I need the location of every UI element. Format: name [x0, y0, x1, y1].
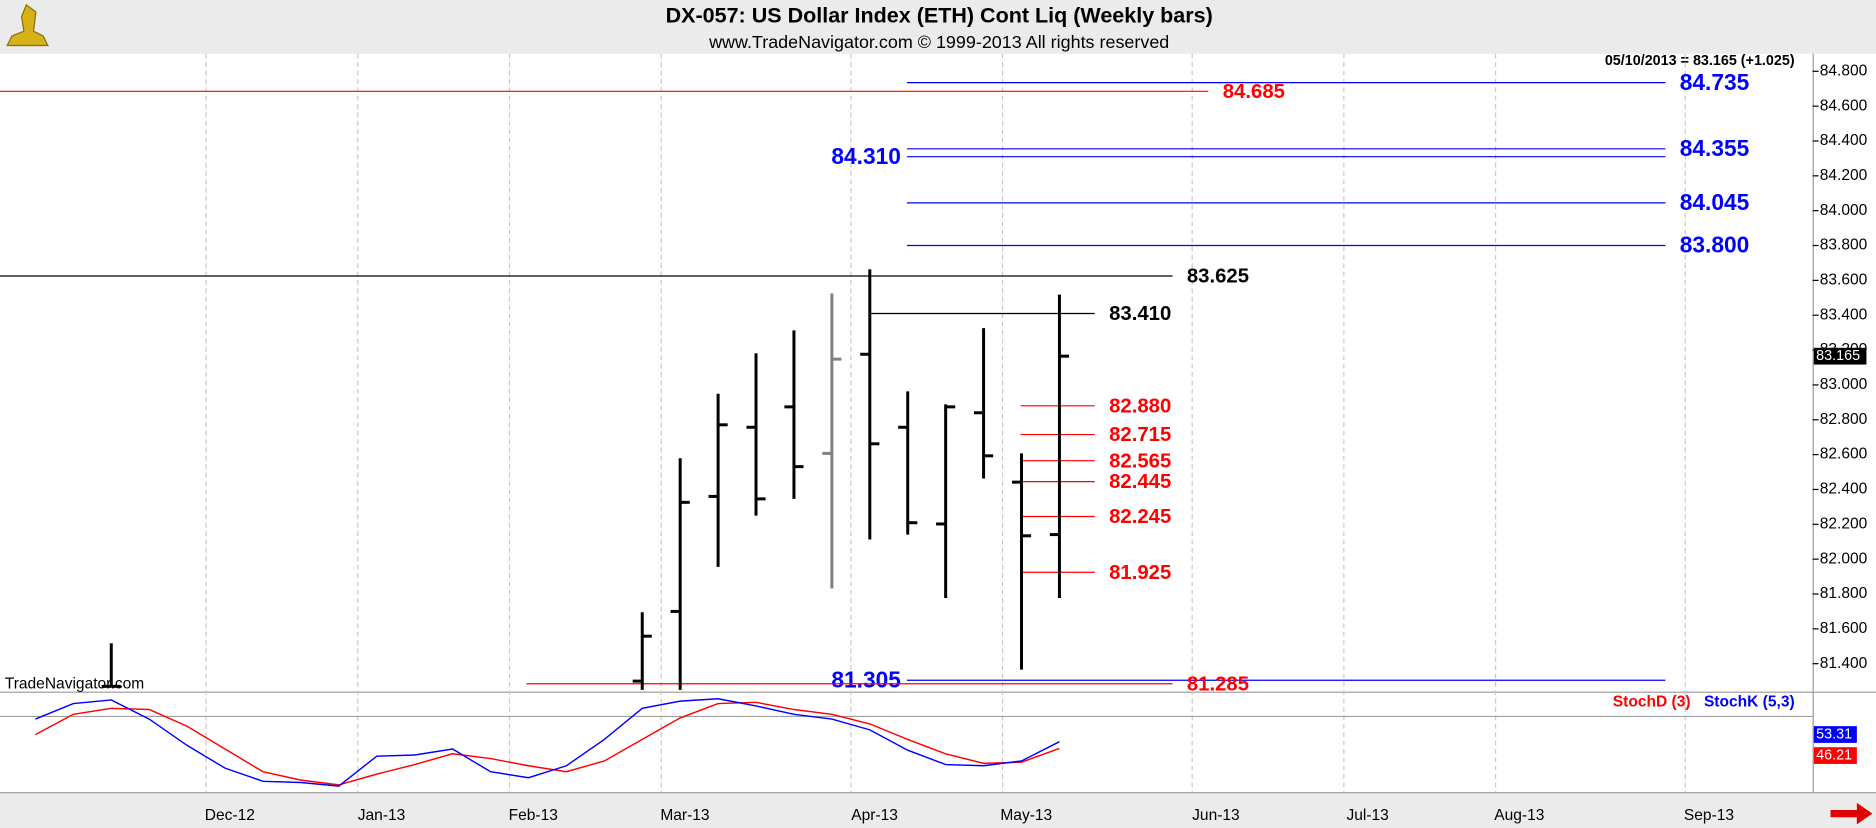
y-tick-label: 83.600	[1820, 271, 1868, 288]
level-label: 84.310	[831, 143, 901, 169]
y-tick-label: 83.000	[1820, 376, 1868, 393]
y-tick-label: 82.600	[1820, 446, 1868, 463]
level-label: 84.685	[1223, 81, 1285, 103]
value-box	[1813, 747, 1857, 764]
level-label: 82.565	[1109, 450, 1171, 472]
y-tick-label: 84.600	[1820, 97, 1868, 114]
x-tick-label: Sep-13	[1684, 807, 1734, 824]
chart-title: DX-057: US Dollar Index (ETH) Cont Liq (…	[666, 3, 1213, 27]
x-tick-label: May-13	[1000, 807, 1052, 824]
logo	[6, 3, 49, 47]
y-tick-label: 82.200	[1820, 515, 1868, 532]
level-label: 84.355	[1680, 135, 1750, 161]
level-label: 82.245	[1109, 506, 1171, 528]
scroll-arrow[interactable]	[1830, 802, 1873, 825]
y-tick-label: 84.200	[1820, 167, 1868, 184]
level-label: 84.735	[1680, 69, 1750, 95]
level-label: 82.445	[1109, 471, 1171, 493]
value-label: 53.31	[1816, 726, 1852, 742]
y-tick-label: 81.600	[1820, 620, 1868, 637]
x-tick-label: Mar-13	[660, 807, 709, 824]
stoch-line	[35, 698, 1060, 787]
last-price-label: 83.165	[1816, 348, 1860, 364]
y-tick-label: 83.800	[1820, 237, 1868, 254]
level-label: 83.410	[1109, 303, 1171, 325]
level-label: 82.880	[1109, 395, 1171, 417]
y-tick-label: 84.400	[1820, 132, 1868, 149]
value-label: 46.21	[1816, 747, 1852, 763]
y-tick-label: 84.800	[1820, 62, 1868, 79]
y-tick-label: 82.000	[1820, 550, 1868, 567]
x-tick-label: Jan-13	[358, 807, 406, 824]
level-label: 83.800	[1680, 232, 1750, 258]
level-label: 84.045	[1680, 189, 1750, 215]
y-tick-label: 83.400	[1820, 306, 1868, 323]
x-tick-label: Jun-13	[1192, 807, 1240, 824]
stoch-line	[35, 701, 1060, 786]
header-note: 05/10/2013 = 83.165 (+1.025)	[1605, 53, 1795, 69]
x-tick-label: Apr-13	[851, 807, 898, 824]
axis-area	[1812, 53, 1876, 793]
chart-subtitle: www.TradeNavigator.com © 1999-2013 All r…	[708, 32, 1169, 52]
y-tick-label: 81.800	[1820, 585, 1868, 602]
value-box	[1813, 726, 1857, 743]
x-tick-label: Aug-13	[1494, 807, 1544, 824]
x-tick-label: Feb-13	[509, 807, 558, 824]
level-label: 81.305	[831, 666, 901, 692]
last-price-box	[1813, 347, 1867, 365]
x-tick-label: Jul-13	[1346, 807, 1388, 824]
level-label: 82.715	[1109, 424, 1171, 446]
y-tick-label: 81.400	[1820, 655, 1868, 672]
x-tick-label: Dec-12	[205, 807, 255, 824]
y-tick-label: 82.800	[1820, 411, 1868, 428]
legend-entry: StochK (5,3)	[1704, 693, 1795, 710]
y-tick-label: 84.000	[1820, 202, 1868, 219]
level-label: 81.285	[1187, 673, 1249, 695]
y-tick-label: 82.400	[1820, 481, 1868, 498]
legend-entry: StochD (3)	[1613, 693, 1691, 710]
level-label: 81.925	[1109, 562, 1171, 584]
level-label: 83.625	[1187, 266, 1249, 288]
watermark: TradeNavigator.com	[5, 676, 144, 693]
